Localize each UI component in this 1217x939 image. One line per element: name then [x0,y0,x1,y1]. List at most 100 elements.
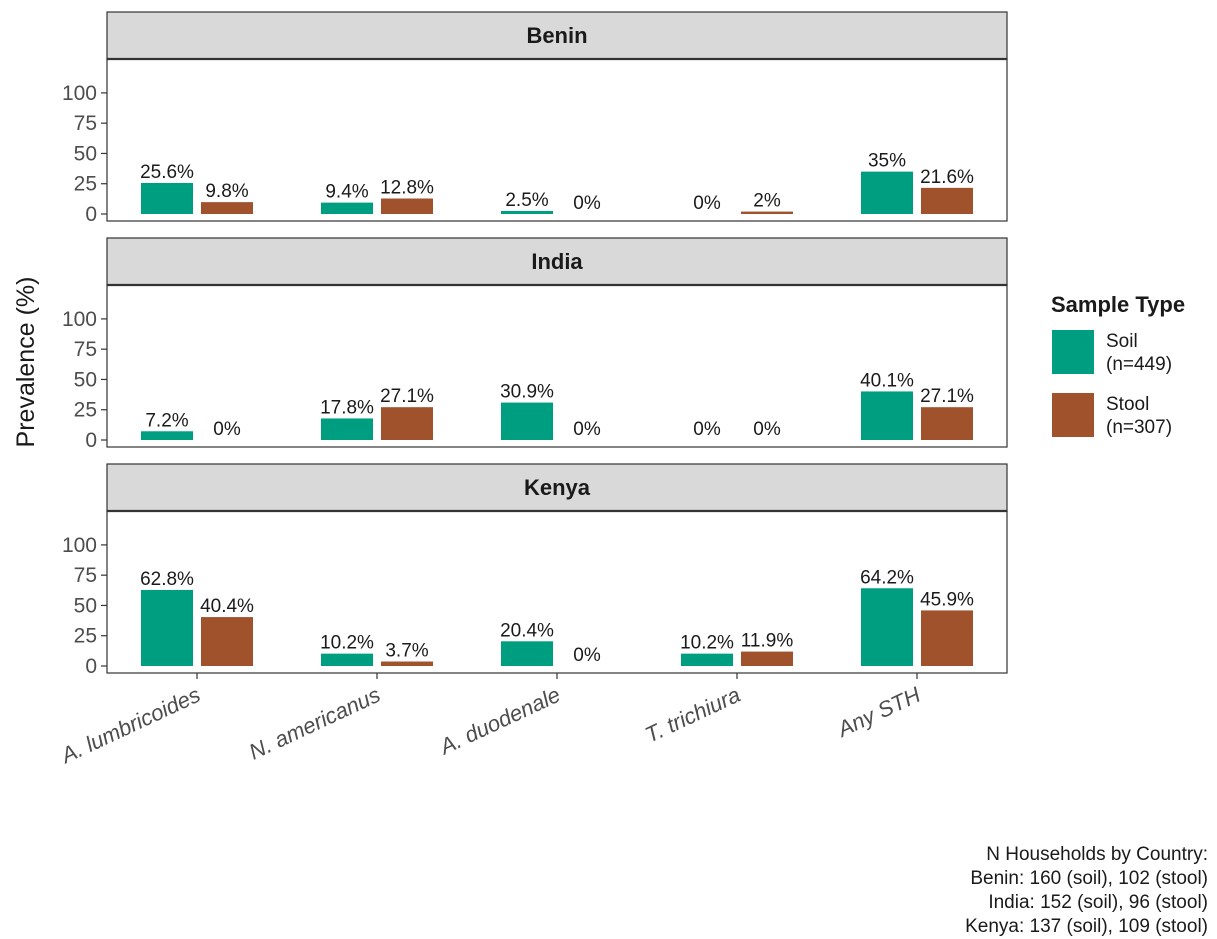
value-label-benin-soil-n-americanus: 9.4% [325,182,368,203]
x-tick-label-t-trichiura: T. trichiura [641,682,744,748]
value-label-india-soil-a-duodenale: 30.9% [500,382,554,403]
bar-kenya-stool-n-americanus [381,661,433,666]
bar-benin-stool-n-americanus [381,198,433,214]
bar-benin-stool-any-sth [921,187,973,214]
value-label-benin-stool-n-americanus: 12.8% [380,178,434,199]
bar-india-soil-a-lumbricoides [141,431,193,440]
value-label-benin-soil-any-sth: 35% [868,151,906,172]
bar-kenya-soil-a-duodenale [501,641,553,666]
value-label-kenya-stool-n-americanus: 3.7% [385,641,428,662]
value-label-kenya-stool-t-trichiura: 11.9% [741,631,794,652]
value-label-kenya-soil-t-trichiura: 10.2% [680,633,734,654]
caption-line-4: Kenya: 137 (soil), 109 (stool) [965,916,1208,937]
bar-benin-soil-n-americanus [321,202,373,214]
y-tick-label-benin-25: 25 [74,173,97,196]
bar-india-stool-any-sth [921,407,973,440]
bar-kenya-soil-any-sth [861,588,913,666]
strip-title-india: India [531,249,583,274]
y-tick-label-kenya-0: 0 [85,655,97,678]
caption-line-1: N Households by Country: [986,844,1208,865]
value-label-benin-stool-a-duodenale: 0% [573,193,601,214]
value-label-kenya-soil-n-americanus: 10.2% [320,633,374,654]
legend-label-soil-n: (n=449) [1106,354,1172,375]
y-tick-label-india-25: 25 [74,399,97,422]
legend-label-stool-n: (n=307) [1106,417,1172,438]
value-label-benin-stool-any-sth: 21.6% [920,167,974,188]
value-label-kenya-stool-any-sth: 45.9% [920,589,974,610]
value-label-kenya-soil-a-lumbricoides: 62.8% [140,569,194,590]
y-tick-label-india-50: 50 [74,368,97,391]
value-label-india-soil-n-americanus: 17.8% [320,397,374,418]
bar-india-soil-a-duodenale [501,402,553,440]
strip-india [106,237,1008,286]
bar-india-stool-n-americanus [381,407,433,440]
y-tick-label-benin-50: 50 [74,142,97,165]
value-label-benin-soil-a-duodenale: 2.5% [505,190,548,211]
value-label-kenya-stool-a-duodenale: 0% [573,645,601,666]
legend-key-stool [1052,393,1094,437]
legend-label-stool-name: Stool [1106,394,1149,415]
panel-benin: Benin 25.6% 9.4% 2.5% 0% 35% 9.8% 12.8% 0% 2% 21.6… [62,11,1008,226]
bar-kenya-soil-a-lumbricoides [141,589,193,666]
value-label-kenya-stool-a-lumbricoides: 40.4% [200,596,254,617]
y-tick-label-kenya-50: 50 [74,594,97,617]
value-label-india-stool-n-americanus: 27.1% [380,386,434,407]
value-label-india-stool-t-trichiura: 0% [753,419,781,440]
value-label-benin-stool-t-trichiura: 2% [753,191,781,212]
chart-panels: Benin 25.6% 9.4% 2.5% 0% 35% 9.8% 12.8% 0% 2% 21.6… [62,11,1008,678]
legend-key-soil [1052,330,1094,374]
panel-india: India 7.2% 17.8% 30.9% 0% 40.1% 0% 27.1% 0% 0% 27.… [62,237,1008,452]
value-label-india-stool-a-duodenale: 0% [573,419,601,440]
y-tick-label-india-0: 0 [85,429,97,452]
plot-area-benin [107,59,1007,221]
plot-area-kenya [107,511,1007,673]
bar-kenya-soil-n-americanus [321,653,373,666]
caption-line-2: Benin: 160 (soil), 102 (stool) [970,868,1208,889]
y-axis-title: Prevalence (%) [12,277,40,448]
bar-india-soil-n-americanus [321,418,373,440]
y-tick-label-india-75: 75 [74,338,97,361]
value-label-benin-soil-a-lumbricoides: 25.6% [140,162,194,183]
bar-benin-soil-a-duodenale [501,210,553,214]
caption: N Households by Country: Benin: 160 (soi… [965,844,1208,937]
bar-kenya-stool-a-lumbricoides [201,617,253,666]
value-label-india-soil-a-lumbricoides: 7.2% [145,410,188,431]
y-tick-label-kenya-100: 100 [62,534,97,557]
x-tick-label-any-sth: Any STH [832,682,924,743]
legend: Sample Type Soil (n=449) Stool (n=307) [1051,292,1185,438]
bar-benin-soil-a-lumbricoides [141,183,193,214]
legend-label-soil-name: Soil [1106,331,1138,352]
x-tick-label-n-americanus: N. americanus [245,682,384,765]
y-tick-label-kenya-25: 25 [74,625,97,648]
bar-kenya-soil-t-trichiura [681,653,733,666]
bar-benin-stool-t-trichiura [741,211,793,214]
y-tick-label-benin-100: 100 [62,82,97,105]
legend-title: Sample Type [1051,292,1185,317]
caption-line-3: India: 152 (soil), 96 (stool) [988,892,1208,913]
bar-india-soil-any-sth [861,391,913,440]
x-tick-label-a-lumbricoides: A. lumbricoides [55,682,204,769]
value-label-india-soil-t-trichiura: 0% [693,419,721,440]
plot-area-india [107,285,1007,447]
strip-title-benin: Benin [526,23,587,48]
value-label-india-soil-any-sth: 40.1% [860,370,914,391]
bar-benin-stool-a-lumbricoides [201,202,253,214]
value-label-kenya-soil-any-sth: 64.2% [860,567,914,588]
strip-title-kenya: Kenya [524,475,591,500]
x-tick-label-a-duodenale: A. duodenale [434,682,564,760]
value-label-kenya-soil-a-duodenale: 20.4% [500,620,554,641]
y-tick-label-benin-0: 0 [85,203,97,226]
value-label-india-stool-a-lumbricoides: 0% [213,419,241,440]
x-axis: A. lumbricoides N. americanus A. duodenale… [55,673,924,769]
y-tick-label-benin-75: 75 [74,112,97,135]
y-tick-label-kenya-75: 75 [74,564,97,587]
y-tick-label-india-100: 100 [62,308,97,331]
value-label-benin-stool-a-lumbricoides: 9.8% [205,181,248,202]
bar-kenya-stool-any-sth [921,610,973,666]
value-label-benin-soil-t-trichiura: 0% [693,193,721,214]
strip-benin [106,11,1008,60]
bar-benin-soil-any-sth [861,171,913,214]
value-label-india-stool-any-sth: 27.1% [920,386,974,407]
panel-kenya: Kenya 62.8% 10.2% 20.4% 10.2% 64.2% 40.4% 3.7% 0… [62,463,1008,678]
